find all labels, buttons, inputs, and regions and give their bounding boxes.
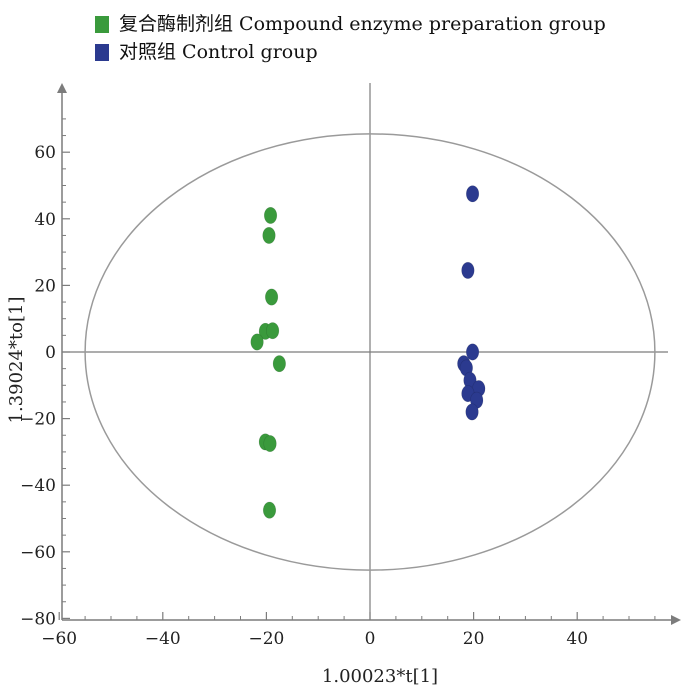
legend-label-control: 对照组 Control group xyxy=(119,41,318,63)
x-tick-label: 40 xyxy=(566,629,588,649)
point-control xyxy=(465,185,480,203)
y-tick-label: −40 xyxy=(20,476,56,496)
series-compound-enzyme xyxy=(250,206,286,519)
x-axis-title: 1.00023*t[1] xyxy=(322,666,438,687)
legend-swatch-blue xyxy=(95,43,109,61)
point-control xyxy=(465,403,479,421)
y-tick-label: 60 xyxy=(34,143,56,163)
legend-swatch-green xyxy=(95,15,109,33)
y-tick-label: 20 xyxy=(34,276,56,296)
x-tick-label: −20 xyxy=(248,629,284,649)
x-tick-label: 20 xyxy=(463,629,485,649)
confidence-ellipse-layer xyxy=(84,133,656,571)
point-compound-enzyme xyxy=(272,355,286,373)
point-compound-enzyme xyxy=(263,206,278,224)
y-tick-label: −20 xyxy=(20,410,56,430)
point-compound-enzyme xyxy=(266,322,280,340)
x-tick-label: 0 xyxy=(365,629,376,649)
point-compound-enzyme xyxy=(264,288,279,306)
legend-item-control: 对照组 Control group xyxy=(95,38,606,66)
y-tick-label: −60 xyxy=(20,543,56,563)
point-control xyxy=(461,261,475,279)
legend-item-compound-enzyme: 复合酶制剂组 Compound enzyme preparation group xyxy=(95,10,606,38)
points-layer xyxy=(250,185,486,519)
point-compound-enzyme xyxy=(262,226,276,244)
x-tick-label: −60 xyxy=(41,629,77,649)
point-compound-enzyme xyxy=(250,333,264,351)
x-tick-label: −40 xyxy=(145,629,181,649)
y-tick-label: −80 xyxy=(20,609,56,629)
y-axis-title: 1.39024*to[1] xyxy=(6,296,27,423)
point-control xyxy=(465,343,480,361)
axes xyxy=(57,83,681,625)
legend-label-compound-enzyme: 复合酶制剂组 Compound enzyme preparation group xyxy=(119,13,606,35)
point-compound-enzyme xyxy=(263,435,277,453)
confidence-ellipse xyxy=(84,133,656,571)
y-tick-label: 40 xyxy=(34,210,56,230)
legend: 复合酶制剂组 Compound enzyme preparation group… xyxy=(95,10,606,66)
series-control xyxy=(457,185,486,421)
point-compound-enzyme xyxy=(262,501,277,519)
y-tick-label: 0 xyxy=(45,343,56,363)
